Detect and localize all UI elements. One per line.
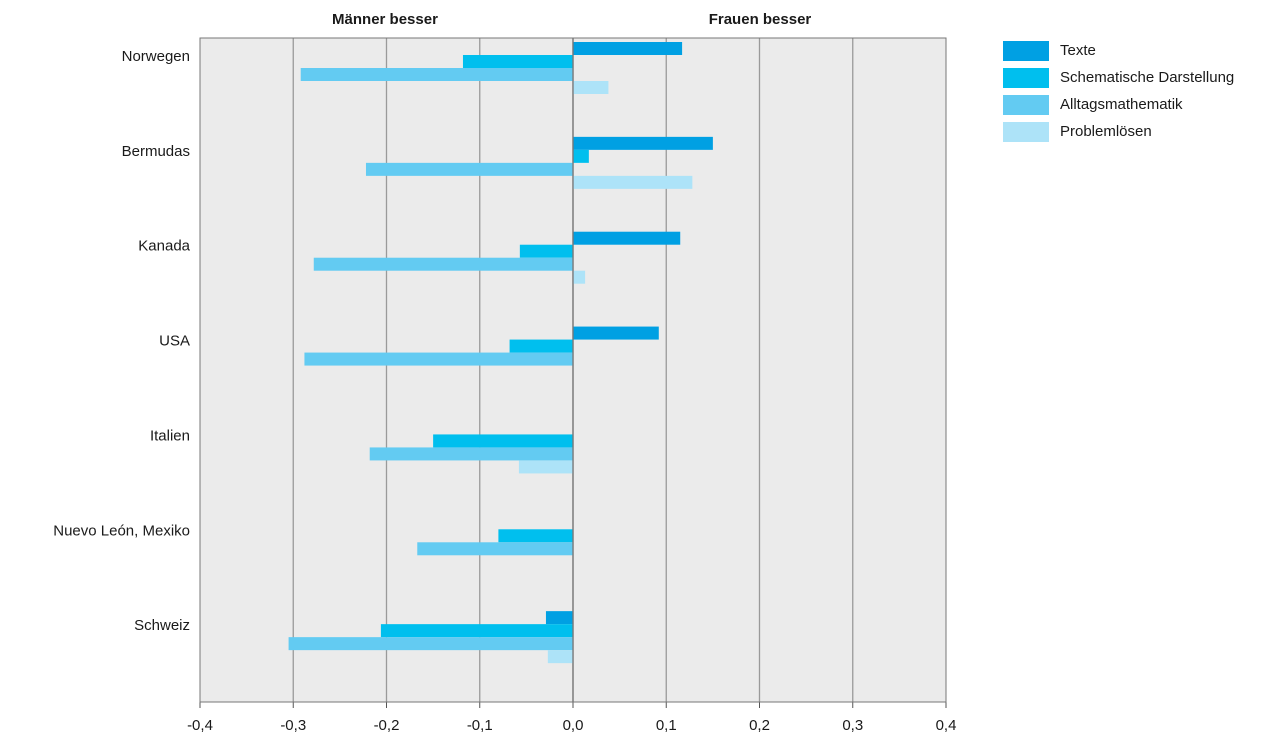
category-label: Kanada [138, 238, 190, 255]
category-label: Bermudas [122, 143, 190, 160]
bar-schematische-darstellung [433, 434, 573, 448]
bar-alltagsmathematik [417, 542, 573, 556]
bar-problemlösen [518, 460, 573, 474]
x-tick-label: 0,3 [842, 717, 863, 734]
bar-schematische-darstellung [509, 339, 573, 353]
category-label: Italien [150, 427, 190, 444]
category-label: Norwegen [122, 48, 190, 65]
bar-problemlösen [573, 270, 586, 284]
bar-alltagsmathematik [313, 257, 573, 271]
category-labels: Norwegen Bermudas Kanada USA Italien Nuevo Le… [53, 48, 190, 634]
bar-texte [573, 231, 681, 245]
category-label: USA [159, 333, 190, 350]
bar-texte [545, 611, 573, 625]
legend-item: Problemlösen [1003, 118, 1234, 145]
x-tick-label: 0,0 [563, 717, 584, 734]
legend-swatch [1003, 121, 1049, 142]
tick-labels: -0,4 -0,3 -0,2 -0,1 0,0 0,1 0,2 0,3 0,4 [187, 717, 956, 734]
legend-item: Schematische Darstellung [1003, 64, 1234, 91]
axis-layer [199, 37, 947, 708]
bar-texte [573, 136, 713, 150]
legend-label: Problemlösen [1060, 123, 1152, 140]
bar-schematische-darstellung [519, 244, 573, 258]
legend-label: Texte [1060, 42, 1096, 59]
bar-alltagsmathematik [304, 352, 573, 366]
bar-alltagsmathematik [300, 68, 573, 81]
bar-texte [573, 326, 659, 340]
x-tick-label: 0,2 [749, 717, 770, 734]
legend-item: Alltagsmathematik [1003, 91, 1234, 118]
bar-problemlösen [573, 81, 609, 94]
bar-schematische-darstellung [380, 624, 573, 638]
legend-swatch [1003, 67, 1049, 88]
x-tick-label: 0,4 [936, 717, 957, 734]
category-label: Nuevo León, Mexiko [53, 522, 190, 539]
x-tick-label: -0,4 [187, 717, 213, 734]
legend-swatch [1003, 40, 1049, 61]
legend-swatch [1003, 94, 1049, 115]
x-tick-label: -0,3 [280, 717, 306, 734]
x-tick-label: -0,2 [374, 717, 400, 734]
bar-texte [573, 42, 683, 55]
legend-label: Schematische Darstellung [1060, 69, 1235, 86]
side-label-right: Frauen besser [709, 11, 812, 28]
bar-alltagsmathematik [369, 447, 573, 461]
x-tick-label: -0,1 [467, 717, 493, 734]
legend-item: Texte [1003, 37, 1234, 64]
bar-alltagsmathematik [288, 637, 573, 651]
legend: Texte Schematische Darstellung Alltagsmath… [1003, 37, 1234, 145]
bar-alltagsmathematik [365, 162, 573, 176]
category-label: Schweiz [134, 617, 190, 634]
x-tick-label: 0,1 [656, 717, 677, 734]
bar-schematische-darstellung [573, 149, 589, 163]
side-label-left: Männer besser [332, 11, 438, 28]
bar-schematische-darstellung [462, 55, 573, 68]
bar-schematische-darstellung [498, 529, 573, 543]
bar-problemlösen [547, 650, 573, 664]
bars-layer [288, 42, 713, 664]
bar-problemlösen [573, 175, 693, 189]
legend-label: Alltagsmathematik [1060, 96, 1183, 113]
